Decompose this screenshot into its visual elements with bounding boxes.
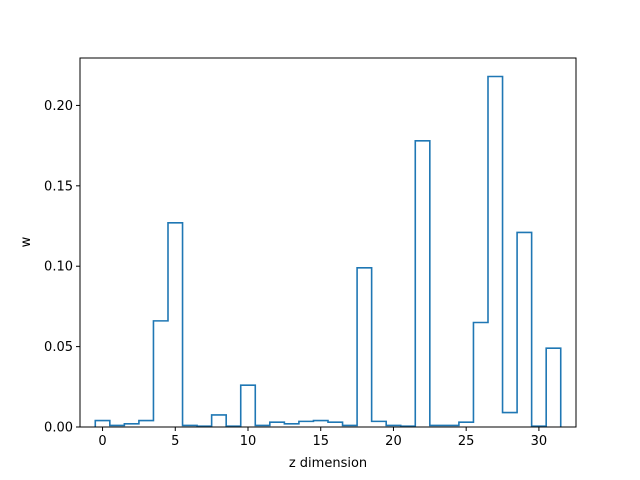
- step-bin: [357, 268, 372, 427]
- step-bin: [459, 422, 474, 427]
- x-tick-label: 25: [458, 434, 475, 449]
- x-tick-label: 10: [240, 434, 257, 449]
- x-tick-label: 30: [531, 434, 548, 449]
- step-bin: [212, 415, 227, 427]
- step-bin: [372, 421, 387, 427]
- x-axis-title: z dimension: [289, 456, 367, 471]
- step-bin: [488, 76, 503, 427]
- x-tick-label: 20: [385, 434, 402, 449]
- y-tick-label: 0.15: [44, 179, 73, 194]
- x-tick-label: 0: [98, 434, 106, 449]
- step-bin: [153, 321, 168, 427]
- step-bin: [168, 223, 183, 427]
- step-bin: [313, 421, 328, 427]
- x-tick-label: 5: [171, 434, 179, 449]
- x-tick-label: 15: [312, 434, 329, 449]
- series-step-line: [94, 75, 562, 427]
- step-bin: [415, 141, 430, 427]
- y-tick-label: 0.05: [44, 340, 73, 355]
- y-axis: 0.00 0.05 0.10 0.15 0.20: [44, 99, 80, 436]
- step-bin: [328, 422, 343, 427]
- step-bin: [503, 413, 518, 427]
- step-bin: [517, 232, 532, 427]
- step-bin: [241, 385, 256, 427]
- axes-frame: [79, 57, 577, 428]
- plot-area: [94, 75, 562, 427]
- y-axis-title: w: [19, 236, 34, 247]
- x-axis: 0 5 10 15 20 25 30: [98, 427, 547, 449]
- y-tick-label: 0.10: [44, 260, 73, 275]
- step-bin: [270, 422, 285, 427]
- step-bin: [139, 421, 154, 427]
- step-bin: [473, 322, 488, 427]
- step-bin: [546, 348, 561, 427]
- y-tick-label: 0.00: [44, 421, 73, 436]
- step-bin: [95, 421, 110, 427]
- step-bin: [299, 421, 314, 427]
- y-tick-label: 0.20: [44, 99, 73, 114]
